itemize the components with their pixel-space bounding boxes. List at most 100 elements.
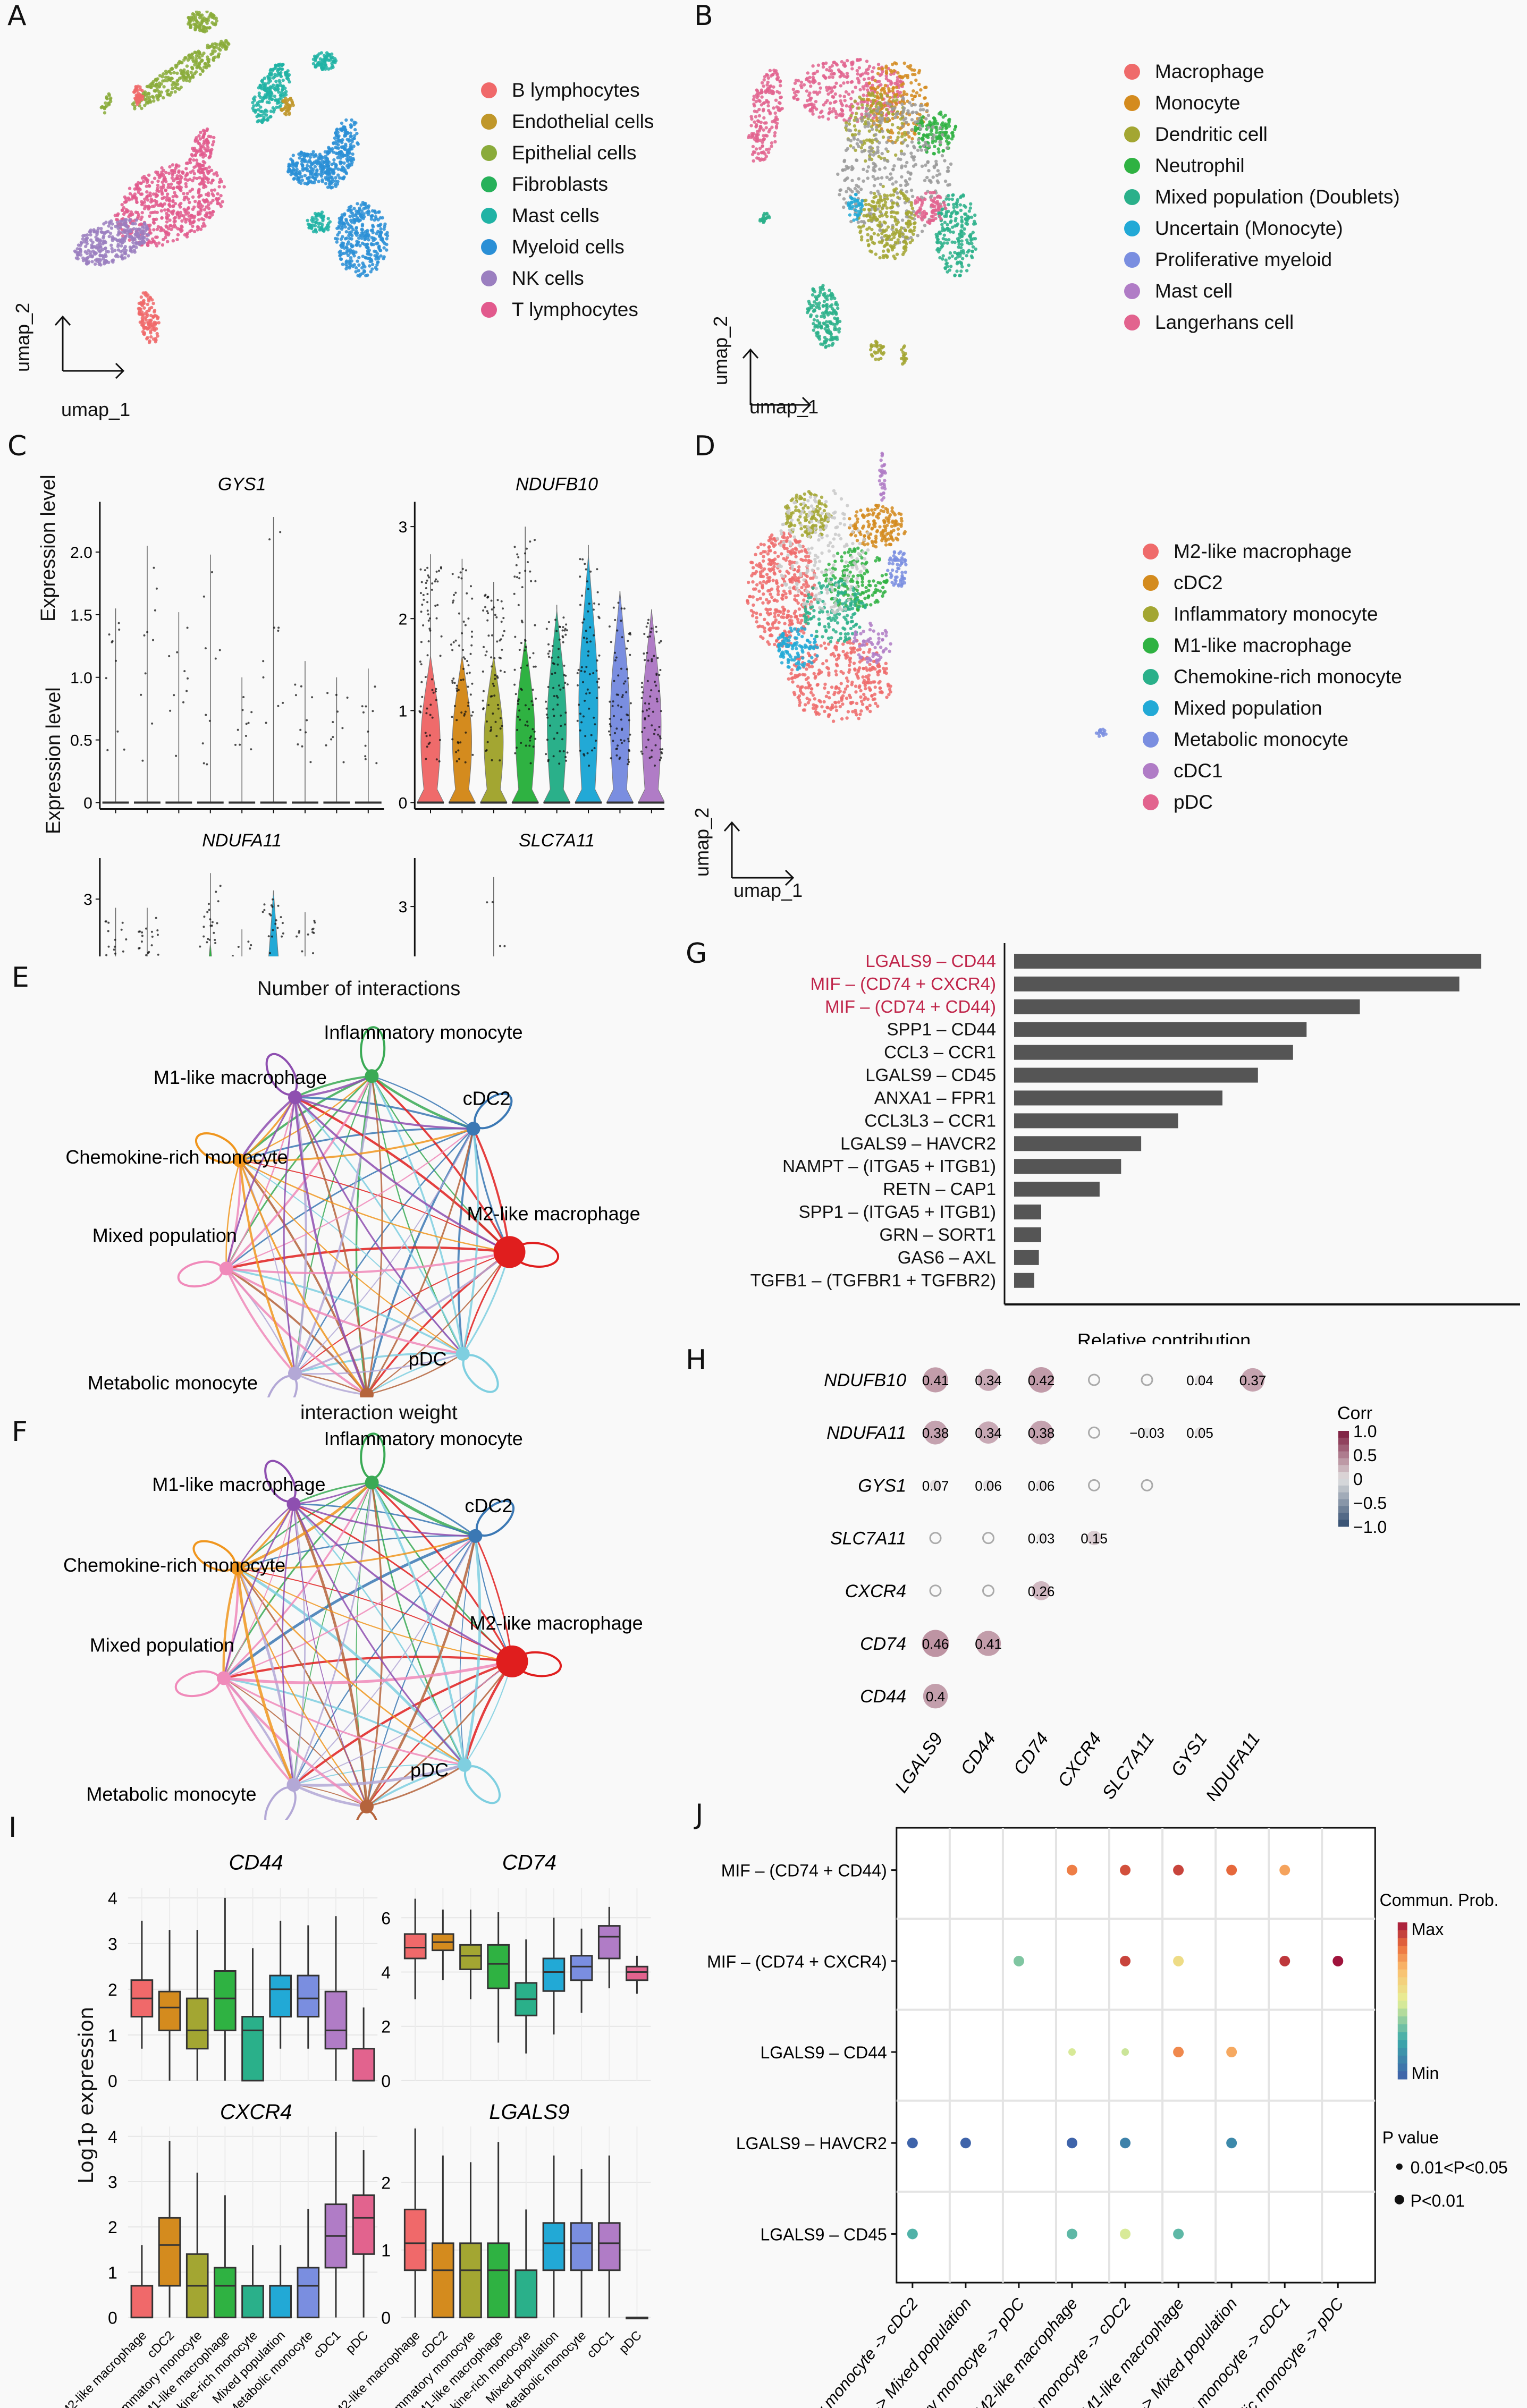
umap-point xyxy=(911,97,915,101)
violin-point xyxy=(458,758,461,760)
umap-point xyxy=(752,98,756,101)
umap-point xyxy=(89,230,92,234)
violin-point xyxy=(422,593,425,596)
umap-point xyxy=(880,151,884,156)
umap-point xyxy=(175,87,179,90)
umap-point xyxy=(840,60,844,64)
umap-point xyxy=(187,20,191,24)
violin-point xyxy=(494,677,496,680)
umap-point xyxy=(913,120,917,124)
umap-point xyxy=(315,218,319,222)
umap-point xyxy=(862,224,865,228)
violin-point xyxy=(169,709,172,712)
umap-point xyxy=(884,74,888,78)
umap-point xyxy=(190,188,195,191)
umap-point xyxy=(973,213,977,217)
umap-point xyxy=(960,234,964,239)
umap-point xyxy=(846,147,849,150)
umap-point xyxy=(207,64,211,68)
umap-point xyxy=(807,103,811,107)
violin-point xyxy=(341,727,344,730)
umap-point xyxy=(142,240,146,244)
umap-point xyxy=(338,231,341,234)
umap-point xyxy=(869,191,873,194)
umap-point xyxy=(910,111,914,115)
umap-point xyxy=(886,149,890,154)
umap-point xyxy=(357,256,361,260)
umap-point xyxy=(303,181,307,185)
umap-point xyxy=(138,95,142,98)
umap-point xyxy=(862,214,866,218)
umap-point xyxy=(873,177,877,181)
umap-point xyxy=(344,142,348,146)
umap-point xyxy=(760,81,764,85)
umap-point xyxy=(151,237,155,241)
umap-point xyxy=(872,153,875,157)
legend-swatch xyxy=(1124,63,1140,80)
umap-point xyxy=(759,121,763,124)
umap-point xyxy=(108,220,112,224)
legend-swatch xyxy=(1124,251,1140,268)
umap-point xyxy=(813,325,817,329)
violin-point xyxy=(428,576,431,579)
umap-point xyxy=(947,193,950,198)
umap-point xyxy=(377,244,381,248)
violin-point xyxy=(470,714,473,717)
umap-point xyxy=(906,65,910,69)
umap-point xyxy=(896,90,900,94)
umap-point xyxy=(871,93,875,97)
umap-point xyxy=(162,85,166,89)
umap-point xyxy=(876,176,880,180)
umap-point xyxy=(145,94,149,97)
umap-point xyxy=(220,180,223,183)
umap-point xyxy=(357,236,361,240)
violin-point xyxy=(450,643,452,646)
umap-point xyxy=(842,61,847,65)
umap-point xyxy=(916,215,920,218)
umap-point xyxy=(853,99,857,103)
umap-point xyxy=(148,214,151,218)
violin-point xyxy=(336,710,339,713)
umap-point xyxy=(157,189,161,193)
violin-point xyxy=(451,738,454,741)
umap-point xyxy=(383,222,387,226)
umap-point xyxy=(275,101,280,105)
umap-point xyxy=(896,221,900,224)
umap-point xyxy=(874,204,878,208)
umap-point xyxy=(143,291,147,295)
umap-point xyxy=(877,192,881,196)
umap-point xyxy=(328,181,332,185)
umap-point xyxy=(878,204,882,208)
umap-point xyxy=(179,227,182,231)
umap-point xyxy=(844,121,848,125)
umap-point xyxy=(846,74,850,78)
umap-point xyxy=(826,294,830,298)
violin-point xyxy=(151,722,154,725)
umap-point xyxy=(948,117,951,122)
umap-point xyxy=(153,320,156,324)
umap-point xyxy=(129,230,133,233)
umap-point xyxy=(107,224,111,228)
umap-point xyxy=(917,131,921,135)
umap-point xyxy=(865,214,868,218)
umap-point xyxy=(855,217,859,221)
umap-point xyxy=(828,338,832,342)
umap-point xyxy=(286,78,290,81)
umap-point xyxy=(301,157,305,162)
umap-point xyxy=(145,180,149,184)
umap-point xyxy=(197,188,201,191)
umap-point xyxy=(963,212,967,216)
umap-cluster xyxy=(187,11,218,33)
umap-point xyxy=(887,129,890,133)
umap-point xyxy=(126,196,130,200)
umap-point xyxy=(859,188,863,191)
umap-point xyxy=(901,97,905,101)
umap-point xyxy=(878,221,882,224)
y-tick-label: 1 xyxy=(399,702,408,720)
umap-point xyxy=(908,101,912,105)
umap-point xyxy=(902,90,906,94)
umap-point xyxy=(935,174,939,177)
umap-point xyxy=(134,245,138,249)
umap-point xyxy=(89,238,93,242)
umap-point xyxy=(275,105,279,109)
